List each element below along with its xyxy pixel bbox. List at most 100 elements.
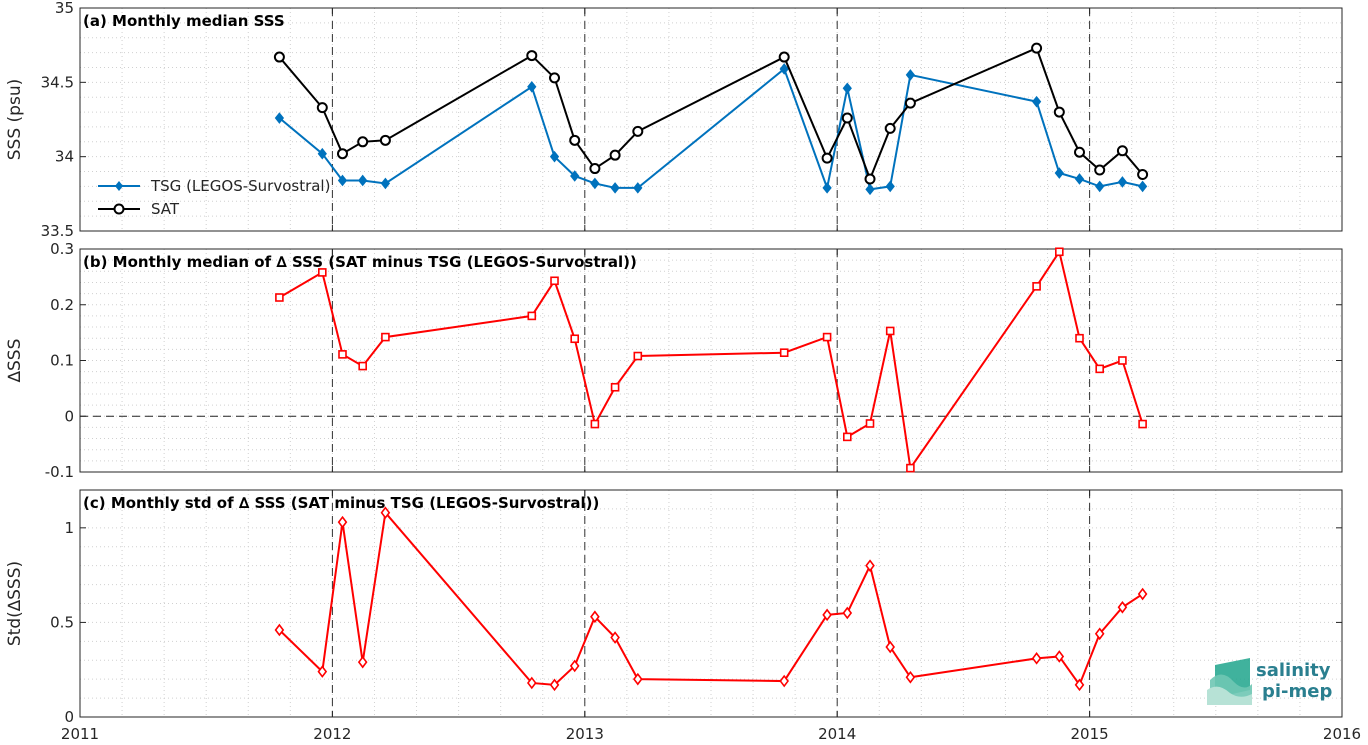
y-axis-label: Std(∆SSS) [5, 561, 25, 646]
data-point [1137, 180, 1148, 193]
data-point [842, 432, 852, 442]
data-point [526, 676, 537, 690]
data-point [1138, 419, 1147, 429]
data-point [358, 361, 367, 371]
data-point [379, 134, 391, 146]
legend-marker [115, 181, 123, 191]
data-point [338, 350, 347, 359]
legend-marker [113, 203, 125, 215]
data-point [841, 112, 853, 124]
data-point [778, 51, 790, 63]
data-point [632, 672, 643, 686]
data-point [1137, 169, 1149, 181]
series-1 [274, 506, 1148, 692]
data-point [1054, 167, 1064, 179]
data-point [357, 136, 369, 148]
data-point [527, 80, 537, 93]
panel-3: 0 0.5 1 2011 2012 2013 2014 2015 2016 Std(∆SSS) (c… [5, 489, 1361, 743]
data-point [589, 163, 601, 175]
data-point [526, 50, 538, 62]
axes-box [79, 489, 1343, 718]
data-point [905, 69, 916, 81]
x-tick-label: 2011 [61, 725, 99, 743]
y-tick-label: 0 [64, 708, 74, 726]
data-point [610, 631, 620, 644]
data-point [358, 174, 368, 187]
data-point [1137, 587, 1148, 601]
data-point [864, 173, 876, 185]
data-point [274, 112, 285, 124]
data-point [1117, 176, 1128, 188]
data-point [590, 419, 600, 429]
panel-title: (b) Monthly median of ∆ SSS (SAT minus T… [83, 253, 637, 271]
logo-line2: pi-mep [1262, 681, 1332, 702]
data-point [590, 177, 600, 190]
data-point [1032, 282, 1041, 291]
y-tick-label: 33.5 [41, 222, 74, 240]
data-point [549, 150, 560, 163]
data-point [275, 293, 284, 302]
data-point [865, 419, 875, 428]
data-point [316, 102, 328, 114]
data-point [380, 177, 391, 190]
x-tick-label: 2016 [1323, 725, 1361, 743]
x-tick-label: 2012 [313, 725, 351, 743]
data-point [336, 148, 348, 160]
series-sat [273, 42, 1149, 185]
data-point [337, 174, 348, 187]
plot-area [80, 8, 1342, 231]
data-point [549, 678, 560, 692]
data-point [1074, 146, 1086, 158]
y-tick-label: 34 [55, 148, 74, 166]
data-point [357, 655, 368, 669]
data-point [527, 311, 537, 321]
data-point [842, 82, 852, 95]
y-tick-label: 0 [64, 407, 74, 425]
legend-label: SAT [151, 200, 180, 218]
data-point [1031, 42, 1043, 54]
data-point [779, 674, 790, 688]
y-axis-label: SSS (psu) [5, 79, 25, 160]
data-point [633, 182, 643, 194]
data-point [779, 63, 789, 75]
data-point [1031, 652, 1042, 665]
data-point [1117, 600, 1128, 614]
data-point [1054, 650, 1065, 663]
salinity-pi-mep-logo: salinity pi-mep [1207, 658, 1332, 705]
data-point [569, 134, 581, 146]
data-point [549, 72, 561, 84]
data-point [609, 149, 621, 161]
y-axis-label: ∆SSS [5, 339, 25, 384]
data-point [274, 623, 285, 637]
legend-label: TSG (LEGOS-Survostral) [150, 177, 330, 195]
panel-title: (c) Monthly std of ∆ SSS (SAT minus TSG … [83, 494, 599, 512]
logo-line1: salinity [1256, 660, 1331, 681]
data-point [317, 147, 327, 160]
data-point [822, 182, 832, 194]
data-point [337, 515, 348, 529]
data-point [865, 559, 875, 572]
panel-title: (a) Monthly median SSS [83, 12, 285, 30]
data-point [884, 122, 896, 134]
logo-icon [1207, 658, 1252, 705]
axes-box [79, 7, 1343, 232]
data-point [550, 276, 559, 286]
data-point [318, 268, 327, 277]
legend: TSG (LEGOS-Survostral) SAT [98, 177, 330, 218]
data-point [885, 180, 895, 193]
data-point [842, 606, 853, 620]
data-point [381, 332, 390, 342]
data-point [1095, 364, 1104, 374]
data-point [380, 506, 391, 520]
data-point [1094, 627, 1105, 641]
data-point [1075, 333, 1084, 343]
data-point [610, 382, 620, 392]
data-point [570, 170, 580, 182]
series-tsg-legos-survostral- [274, 63, 1148, 196]
data-point [885, 640, 896, 654]
data-point [822, 332, 832, 342]
data-point [1118, 356, 1127, 365]
data-point [590, 610, 600, 624]
x-tick-label: 2013 [566, 725, 604, 743]
